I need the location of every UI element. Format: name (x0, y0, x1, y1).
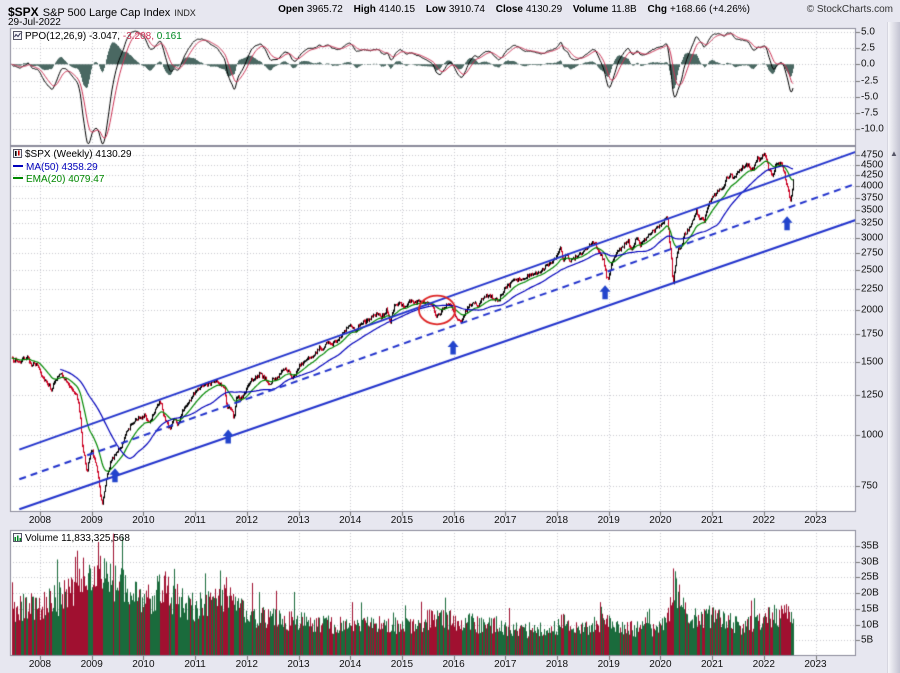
copyright: © StockCharts.com (806, 4, 893, 15)
ma50-legend-row: MA(50) 4358.29 (13, 162, 132, 174)
ppo-signal-value: -3.208, (122, 31, 154, 42)
high-value: 4140.15 (378, 4, 416, 15)
symbol: $SPX (8, 5, 39, 19)
low-value: 3910.74 (448, 4, 485, 15)
scrollbar-track[interactable]: ▲ (887, 22, 900, 673)
open-value: 3965.72 (306, 4, 343, 15)
ppo-value: -3.047, (88, 31, 121, 42)
chg-label: Chg (647, 4, 667, 15)
high-label: High (353, 4, 376, 15)
volume-value: 11.8B (611, 4, 637, 15)
chart-date: 29-Jul-2022 (8, 17, 61, 28)
volume-bars-icon (13, 533, 22, 545)
ppo-indicator-icon (13, 31, 22, 43)
scroll-up-arrow-icon[interactable]: ▲ (890, 149, 898, 158)
open-label: Open (278, 4, 304, 15)
price-legend-symbol-row: $SPX (Weekly) 4130.29 (13, 149, 132, 162)
volume-legend-label: Volume 11,833,325,568 (25, 533, 130, 544)
ma50-line-swatch (13, 165, 23, 167)
volume-label: Volume (572, 4, 609, 15)
chart-header: $SPX S&P 500 Large Cap Index INDX (8, 3, 196, 21)
ppo-label: PPO(12,26,9) (25, 31, 87, 42)
close-value: 4130.29 (525, 4, 563, 15)
ma50-label: MA(50) 4358.29 (26, 162, 98, 173)
low-label: Low (425, 4, 446, 15)
chg-value: +168.66 (+4.26%) (669, 4, 750, 15)
ema20-legend-row: EMA(20) 4079.47 (13, 174, 132, 186)
price-legend-label: $SPX (Weekly) 4130.29 (25, 149, 132, 160)
ema20-label: EMA(20) 4079.47 (26, 174, 105, 185)
close-label: Close (495, 4, 523, 15)
quote-strip: Open 3965.72 High 4140.15 Low 3910.74 Close… (270, 4, 750, 15)
ema20-line-swatch (13, 177, 23, 179)
exchange: INDX (174, 8, 196, 18)
ppo-legend: PPO(12,26,9) -3.047, -3.208, 0.161 (13, 31, 182, 43)
candlestick-icon (13, 149, 22, 162)
price-legend: $SPX (Weekly) 4130.29 MA(50) 4358.29 EMA… (13, 149, 132, 186)
ppo-hist-value: 0.161 (156, 31, 182, 42)
symbol-name: S&P 500 Large Cap Index (42, 7, 171, 19)
volume-legend: Volume 11,833,325,568 (13, 533, 130, 545)
